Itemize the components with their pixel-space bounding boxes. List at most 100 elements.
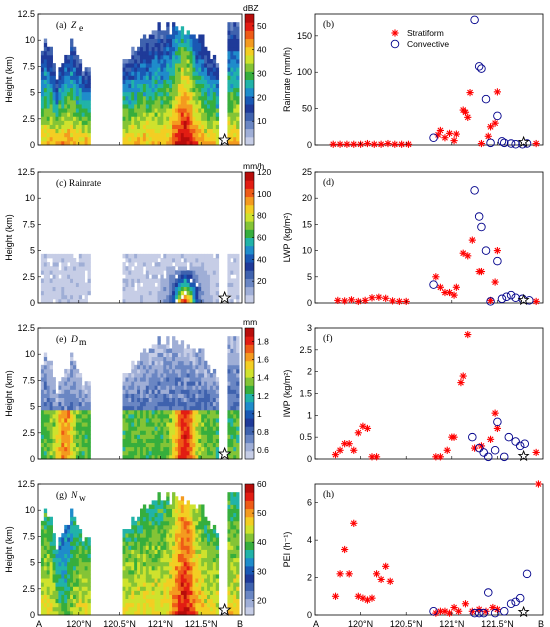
- heatmap-cell: [61, 381, 65, 386]
- heatmap-cell: [180, 545, 185, 550]
- heatmap-cell: [75, 541, 80, 546]
- heatmap-cell: [122, 426, 126, 431]
- stratiform-point: [350, 446, 358, 454]
- heatmap-cell: [84, 537, 88, 542]
- heatmap-cell: [148, 282, 153, 288]
- heatmap-cell: [174, 364, 179, 370]
- heatmap-cell: [198, 352, 202, 358]
- heatmap-cell: [180, 290, 185, 296]
- heatmap-cell: [131, 385, 135, 390]
- heatmap-cell: [67, 545, 71, 550]
- colorbar-swatch: [245, 95, 254, 100]
- heatmap-cell: [151, 537, 155, 542]
- heatmap-cell: [75, 83, 80, 89]
- heatmap-cell: [40, 257, 45, 263]
- heatmap-cell: [55, 454, 59, 460]
- heatmap-cell: [180, 266, 185, 271]
- heatmap-cell: [81, 454, 86, 460]
- heatmap-cell: [157, 389, 161, 394]
- heatmap-cell: [172, 450, 176, 456]
- heatmap-cell: [157, 352, 161, 358]
- heatmap-cell: [154, 610, 158, 616]
- heatmap-cell: [87, 87, 91, 93]
- heatmap-cell: [230, 450, 234, 456]
- heatmap-cell: [177, 393, 182, 398]
- heatmap-cell: [209, 442, 214, 448]
- heatmap-cell: [148, 128, 153, 134]
- heatmap-cell: [174, 610, 179, 616]
- heatmap-cell: [78, 594, 83, 600]
- heatmap-cell: [52, 63, 56, 68]
- convective-point: [511, 293, 520, 303]
- heatmap-cell: [201, 136, 205, 142]
- heatmap-cell: [67, 565, 71, 571]
- heatmap-cell: [81, 262, 86, 267]
- heatmap-cell: [174, 79, 179, 84]
- heatmap-cell: [189, 446, 193, 452]
- heatmap-cell: [177, 545, 182, 550]
- heatmap-cell: [209, 434, 214, 439]
- heatmap-cell: [151, 50, 155, 56]
- heatmap-cell: [186, 606, 190, 612]
- heatmap-cell: [227, 385, 231, 390]
- heatmap-cell: [151, 590, 155, 595]
- heatmap-cell: [49, 602, 53, 608]
- heatmap-cell: [122, 270, 126, 275]
- heatmap-cell: [70, 401, 74, 407]
- heatmap-cell: [157, 83, 161, 89]
- heatmap-cell: [192, 99, 196, 105]
- heatmap-cell: [140, 574, 144, 579]
- heatmap-cell: [207, 63, 211, 68]
- heatmap-cell: [227, 438, 231, 444]
- heatmap-cell: [169, 590, 173, 595]
- heatmap-cell: [72, 381, 77, 386]
- heatmap-cell: [55, 282, 59, 288]
- heatmap-cell: [145, 99, 150, 105]
- heatmap-cell: [186, 541, 190, 546]
- heatmap-cell: [78, 537, 83, 542]
- heatmap-cell: [195, 418, 199, 423]
- heatmap-cell: [180, 120, 185, 125]
- heatmap-cell: [58, 574, 62, 579]
- heatmap-cell: [209, 274, 214, 279]
- heatmap-cell: [122, 557, 126, 563]
- heatmap-cell: [227, 116, 231, 121]
- heatmap-cell: [204, 104, 208, 109]
- colorbar-swatch: [245, 270, 254, 274]
- heatmap-cell: [67, 87, 71, 93]
- heatmap-cell: [177, 364, 182, 370]
- heatmap-cell: [67, 253, 71, 259]
- heatmap-cell: [212, 79, 217, 84]
- heatmap-cell: [134, 95, 138, 101]
- convective-point: [502, 292, 511, 301]
- heatmap-cell: [151, 282, 155, 288]
- heatmap-cell: [43, 508, 48, 514]
- heatmap-cell: [207, 87, 211, 93]
- heatmap-cell: [183, 124, 188, 130]
- heatmap-cell: [78, 298, 83, 304]
- y-tick-label: 2: [307, 367, 312, 377]
- heatmap-cell: [177, 140, 182, 146]
- heatmap-cell: [40, 368, 45, 374]
- heatmap-cell: [157, 602, 161, 608]
- colorbar-swatch: [245, 35, 254, 40]
- heatmap-cell: [75, 434, 80, 439]
- colorbar-swatch: [245, 368, 254, 373]
- heatmap-cell: [72, 116, 77, 121]
- heatmap-cell: [192, 91, 196, 97]
- heatmap-cell: [81, 393, 86, 398]
- heatmap-cell: [157, 385, 161, 390]
- heatmap-cell: [46, 598, 51, 604]
- heatmap-cell: [209, 91, 214, 97]
- heatmap-cell: [204, 282, 208, 288]
- heatmap-cell: [122, 95, 126, 101]
- heatmap-cell: [67, 282, 71, 288]
- heatmap-cell: [40, 418, 45, 423]
- heatmap-cell: [52, 434, 56, 439]
- heatmap-cell: [64, 545, 68, 550]
- heatmap-cell: [140, 83, 144, 89]
- heatmap-cell: [52, 266, 56, 271]
- heatmap-cell: [209, 290, 214, 296]
- heatmap-cell: [151, 385, 155, 390]
- heatmap-cell: [49, 557, 53, 563]
